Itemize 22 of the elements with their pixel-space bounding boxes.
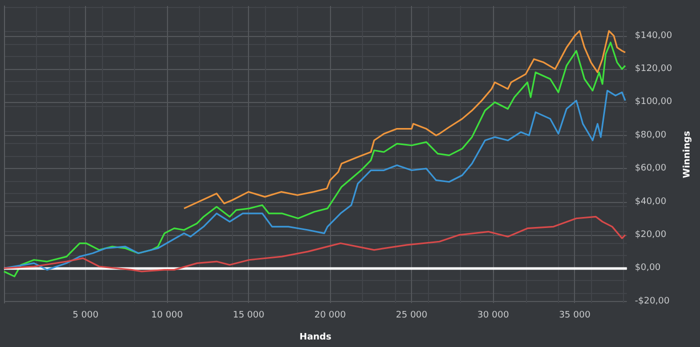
x-axis-title: Hands bbox=[300, 332, 332, 342]
y-tick-label: $140,00 bbox=[634, 30, 672, 41]
y-axis-title: Winnings bbox=[682, 130, 692, 178]
line-series bbox=[3, 90, 626, 271]
y-tick-label: $20,00 bbox=[634, 230, 667, 240]
x-tick-label: 20 000 bbox=[314, 310, 346, 320]
x-tick-label: 30 000 bbox=[477, 310, 510, 320]
x-tick-label: 10 000 bbox=[151, 310, 184, 320]
y-tick-label: -$20,00 bbox=[634, 296, 670, 306]
line-series bbox=[3, 216, 626, 272]
y-tick-label: $40,00 bbox=[634, 196, 667, 207]
x-tick-label: 35 000 bbox=[558, 310, 591, 320]
y-tick-label: $0,00 bbox=[634, 263, 661, 274]
x-tick-label: 15 000 bbox=[232, 310, 265, 320]
y-tick-label: $60,00 bbox=[634, 164, 667, 174]
y-tick-label: $100,00 bbox=[634, 97, 672, 108]
x-tick-label: 5 000 bbox=[72, 310, 99, 320]
y-tick-label: $120,00 bbox=[634, 64, 672, 74]
line-series bbox=[3, 42, 626, 278]
x-tick-label: 25 000 bbox=[396, 310, 428, 320]
line-series bbox=[183, 30, 626, 210]
y-tick-label: $80,00 bbox=[634, 130, 667, 140]
